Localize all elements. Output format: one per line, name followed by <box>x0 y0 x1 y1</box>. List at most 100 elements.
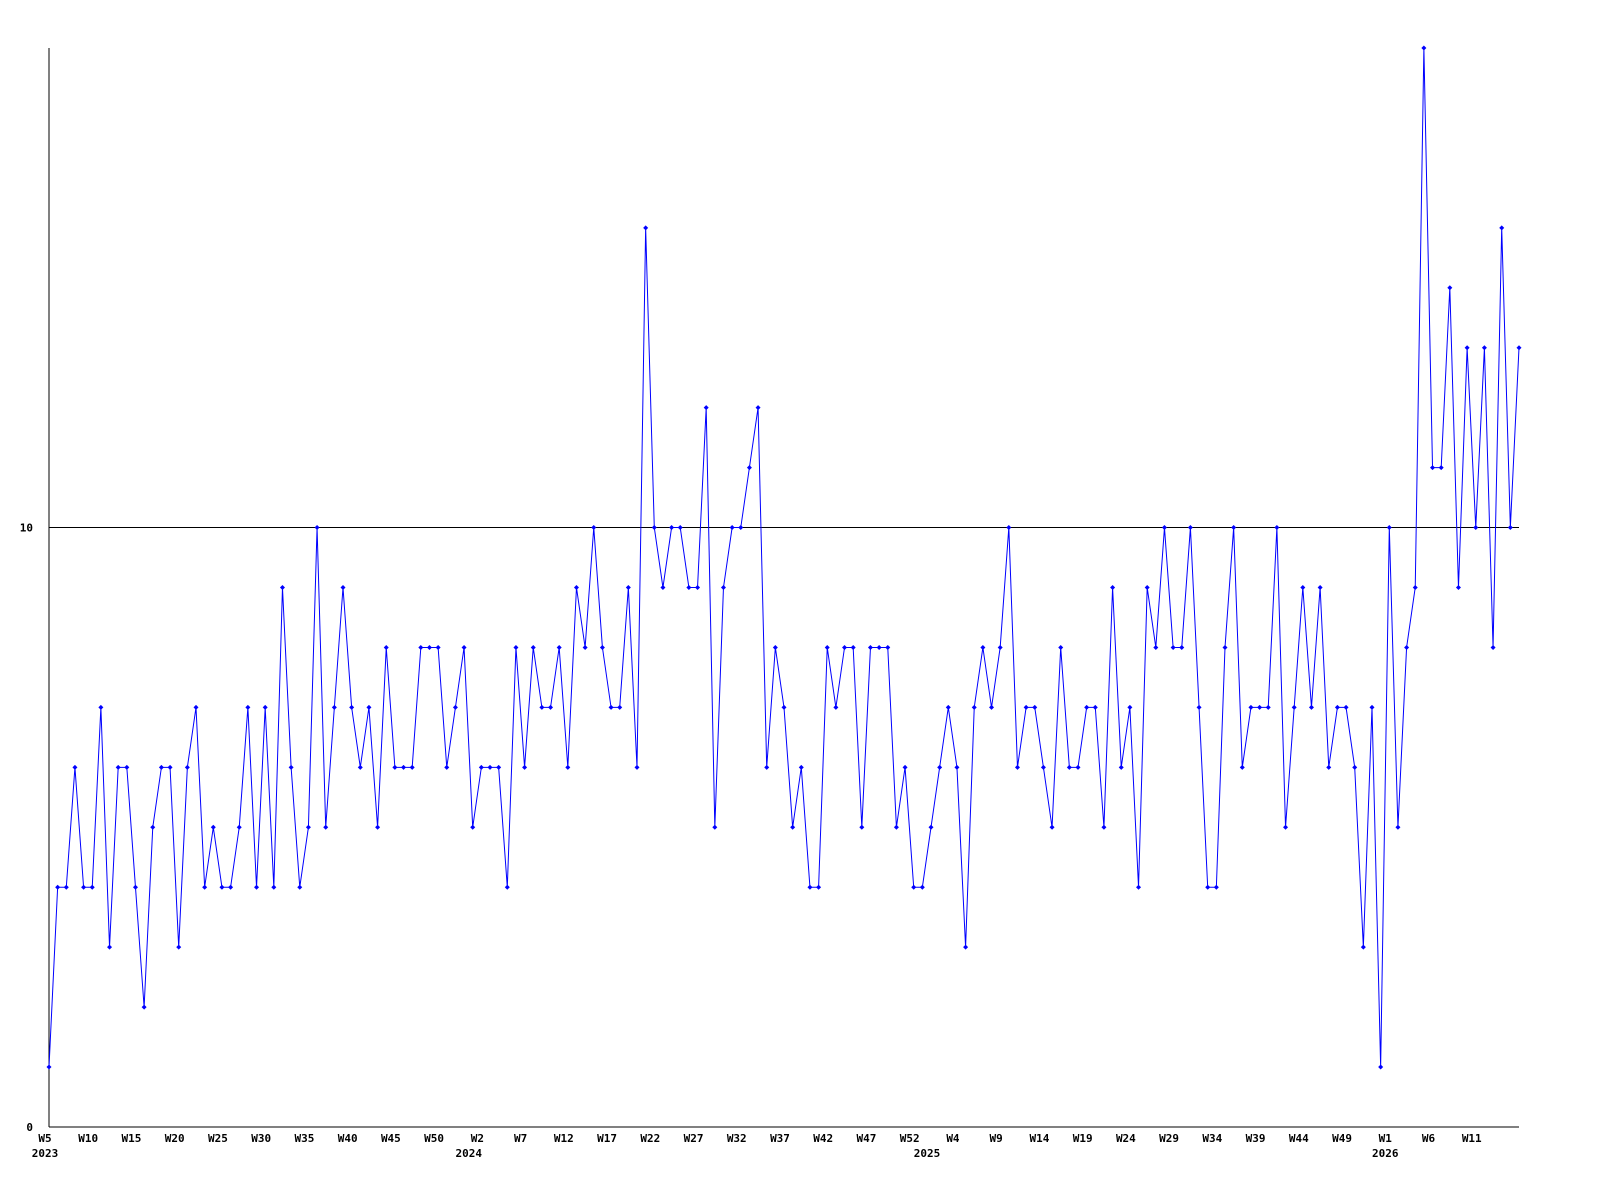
x-tick-label: W4 <box>946 1132 960 1145</box>
data-point <box>383 644 389 650</box>
data-point <box>1352 764 1358 770</box>
data-point <box>98 704 104 710</box>
data-point <box>1049 824 1055 830</box>
data-point <box>573 585 579 590</box>
data-point <box>1205 884 1211 890</box>
data-point <box>1179 644 1185 650</box>
data-point <box>279 585 285 590</box>
data-point <box>911 884 917 890</box>
data-point <box>72 764 78 770</box>
x-tick-label: W5 <box>38 1132 51 1145</box>
data-point <box>236 824 242 830</box>
data-point <box>677 525 683 531</box>
data-point <box>625 585 631 590</box>
data-point <box>478 764 484 770</box>
data-point <box>945 704 951 710</box>
data-point <box>1447 285 1453 291</box>
data-point <box>807 884 813 890</box>
x-tick-label: W14 <box>1029 1132 1049 1145</box>
data-point <box>1499 225 1505 231</box>
data-point <box>859 824 865 830</box>
data-point <box>1455 585 1461 590</box>
data-point <box>565 764 571 770</box>
data-point <box>1412 585 1418 590</box>
data-point <box>150 824 156 830</box>
data-point <box>764 764 770 770</box>
data-point <box>487 764 493 770</box>
data-point <box>1317 585 1323 590</box>
data-point <box>1334 704 1340 710</box>
data-point <box>349 704 355 710</box>
data-point <box>746 465 752 471</box>
data-point <box>824 644 830 650</box>
data-point <box>1118 764 1124 770</box>
data-point <box>1196 704 1202 710</box>
data-point <box>1136 884 1142 890</box>
data-point <box>46 1064 52 1070</box>
data-point <box>1144 585 1150 590</box>
data-point <box>193 704 199 710</box>
data-point <box>1023 704 1029 710</box>
data-point <box>444 764 450 770</box>
data-point <box>1032 704 1038 710</box>
data-point <box>1386 525 1392 531</box>
data-point <box>1170 644 1176 650</box>
x-tick-label: W52 <box>900 1132 920 1145</box>
data-point <box>89 884 95 890</box>
data-point <box>1075 764 1081 770</box>
data-point <box>297 884 303 890</box>
x-tick-label: W27 <box>684 1132 704 1145</box>
x-tick-label: W10 <box>78 1132 98 1145</box>
data-point <box>461 644 467 650</box>
data-point <box>712 824 718 830</box>
x-year-label: 2024 <box>455 1147 482 1160</box>
data-point <box>305 824 311 830</box>
data-point <box>245 704 251 710</box>
data-point <box>1438 465 1444 471</box>
data-point <box>1222 644 1228 650</box>
data-point <box>81 884 87 890</box>
y-tick-label: 10 <box>20 522 33 535</box>
data-point <box>1473 525 1479 531</box>
x-tick-label: W1 <box>1379 1132 1393 1145</box>
x-tick-label: W49 <box>1332 1132 1352 1145</box>
data-point <box>1326 764 1332 770</box>
data-point <box>790 824 796 830</box>
data-point <box>184 764 190 770</box>
data-point <box>314 525 320 531</box>
data-point <box>1404 644 1410 650</box>
data-point <box>963 944 969 950</box>
data-point <box>1014 764 1020 770</box>
data-point <box>1421 45 1427 51</box>
data-point <box>271 884 277 890</box>
data-point <box>902 764 908 770</box>
data-point <box>980 644 986 650</box>
data-point <box>617 704 623 710</box>
data-point <box>1283 824 1289 830</box>
data-point <box>392 764 398 770</box>
data-point <box>504 884 510 890</box>
x-tick-label: W32 <box>727 1132 747 1145</box>
data-point <box>885 644 891 650</box>
x-tick-label: W35 <box>294 1132 314 1145</box>
data-point <box>989 704 995 710</box>
data-point <box>954 764 960 770</box>
data-point <box>867 644 873 650</box>
data-point <box>1239 764 1245 770</box>
x-year-label: 2023 <box>32 1147 59 1160</box>
x-year-label: 2026 <box>1372 1147 1399 1160</box>
data-point <box>1110 585 1116 590</box>
data-point <box>651 525 657 531</box>
data-point <box>1248 704 1254 710</box>
data-point <box>1127 704 1133 710</box>
data-point <box>1006 525 1012 531</box>
x-tick-label: W45 <box>381 1132 401 1145</box>
x-tick-label: W15 <box>122 1132 142 1145</box>
data-point <box>219 884 225 890</box>
data-point <box>1343 704 1349 710</box>
data-point <box>522 764 528 770</box>
x-tick-label: W19 <box>1073 1132 1093 1145</box>
x-tick-label: W42 <box>813 1132 833 1145</box>
data-point <box>496 764 502 770</box>
